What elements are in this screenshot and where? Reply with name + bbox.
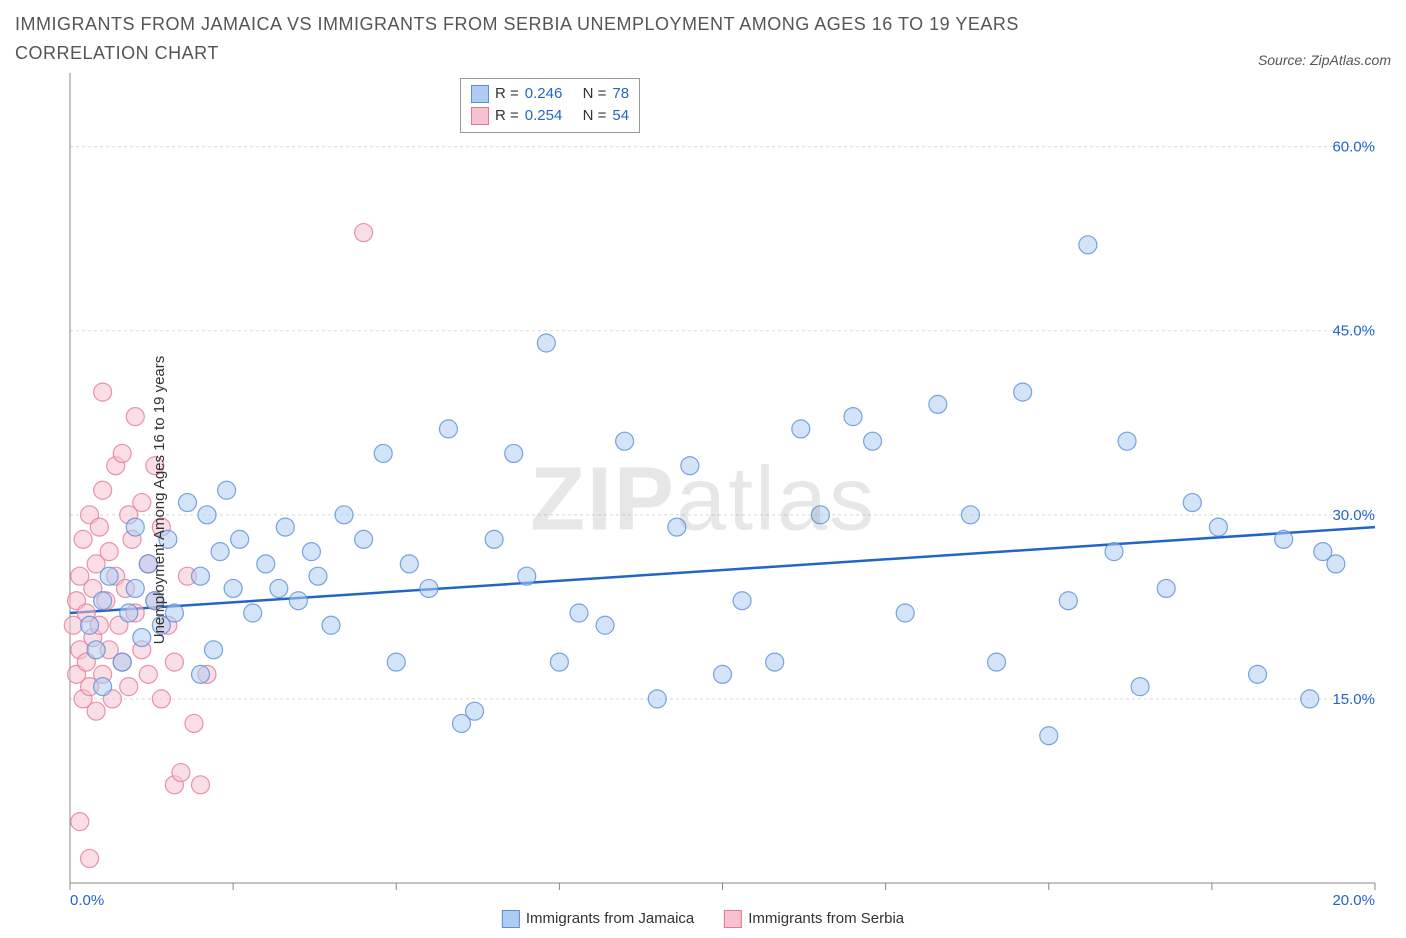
series-legend-item: Immigrants from Serbia: [724, 910, 904, 928]
svg-text:45.0%: 45.0%: [1332, 322, 1375, 339]
legend-n-prefix: N =: [583, 83, 607, 106]
correlation-legend: R = 0.246 N = 78R = 0.254 N = 54: [460, 78, 640, 133]
y-axis-label: Unemployment Among Ages 16 to 19 years: [151, 356, 168, 645]
chart-area: Unemployment Among Ages 16 to 19 years Z…: [15, 73, 1391, 928]
series-name: Immigrants from Jamaica: [526, 910, 694, 927]
svg-text:15.0%: 15.0%: [1332, 691, 1375, 708]
legend-r-value: 0.254: [525, 105, 563, 128]
legend-r-prefix: R =: [495, 83, 519, 106]
svg-text:60.0%: 60.0%: [1332, 138, 1375, 155]
legend-n-value: 78: [612, 83, 629, 106]
legend-n-prefix: N =: [583, 105, 607, 128]
legend-swatch: [471, 107, 489, 125]
legend-swatch: [471, 85, 489, 103]
scatter-chart: 15.0% 30.0% 45.0% 60.0% 0.0% 20.0%: [15, 73, 1391, 928]
legend-n-value: 54: [612, 105, 629, 128]
legend-r-value: 0.246: [525, 83, 563, 106]
chart-title: IMMIGRANTS FROM JAMAICA VS IMMIGRANTS FR…: [15, 10, 1115, 68]
legend-r-prefix: R =: [495, 105, 519, 128]
series-legend: Immigrants from Jamaica Immigrants from S…: [502, 910, 904, 928]
series-legend-item: Immigrants from Jamaica: [502, 910, 694, 928]
svg-text:0.0%: 0.0%: [70, 892, 104, 909]
legend-row: R = 0.254 N = 54: [471, 105, 629, 128]
svg-text:30.0%: 30.0%: [1332, 506, 1375, 523]
legend-swatch: [502, 910, 520, 928]
source-label: Source: ZipAtlas.com: [1258, 52, 1391, 68]
svg-text:20.0%: 20.0%: [1332, 892, 1375, 909]
legend-row: R = 0.246 N = 78: [471, 83, 629, 106]
legend-swatch: [724, 910, 742, 928]
series-name: Immigrants from Serbia: [748, 910, 904, 927]
